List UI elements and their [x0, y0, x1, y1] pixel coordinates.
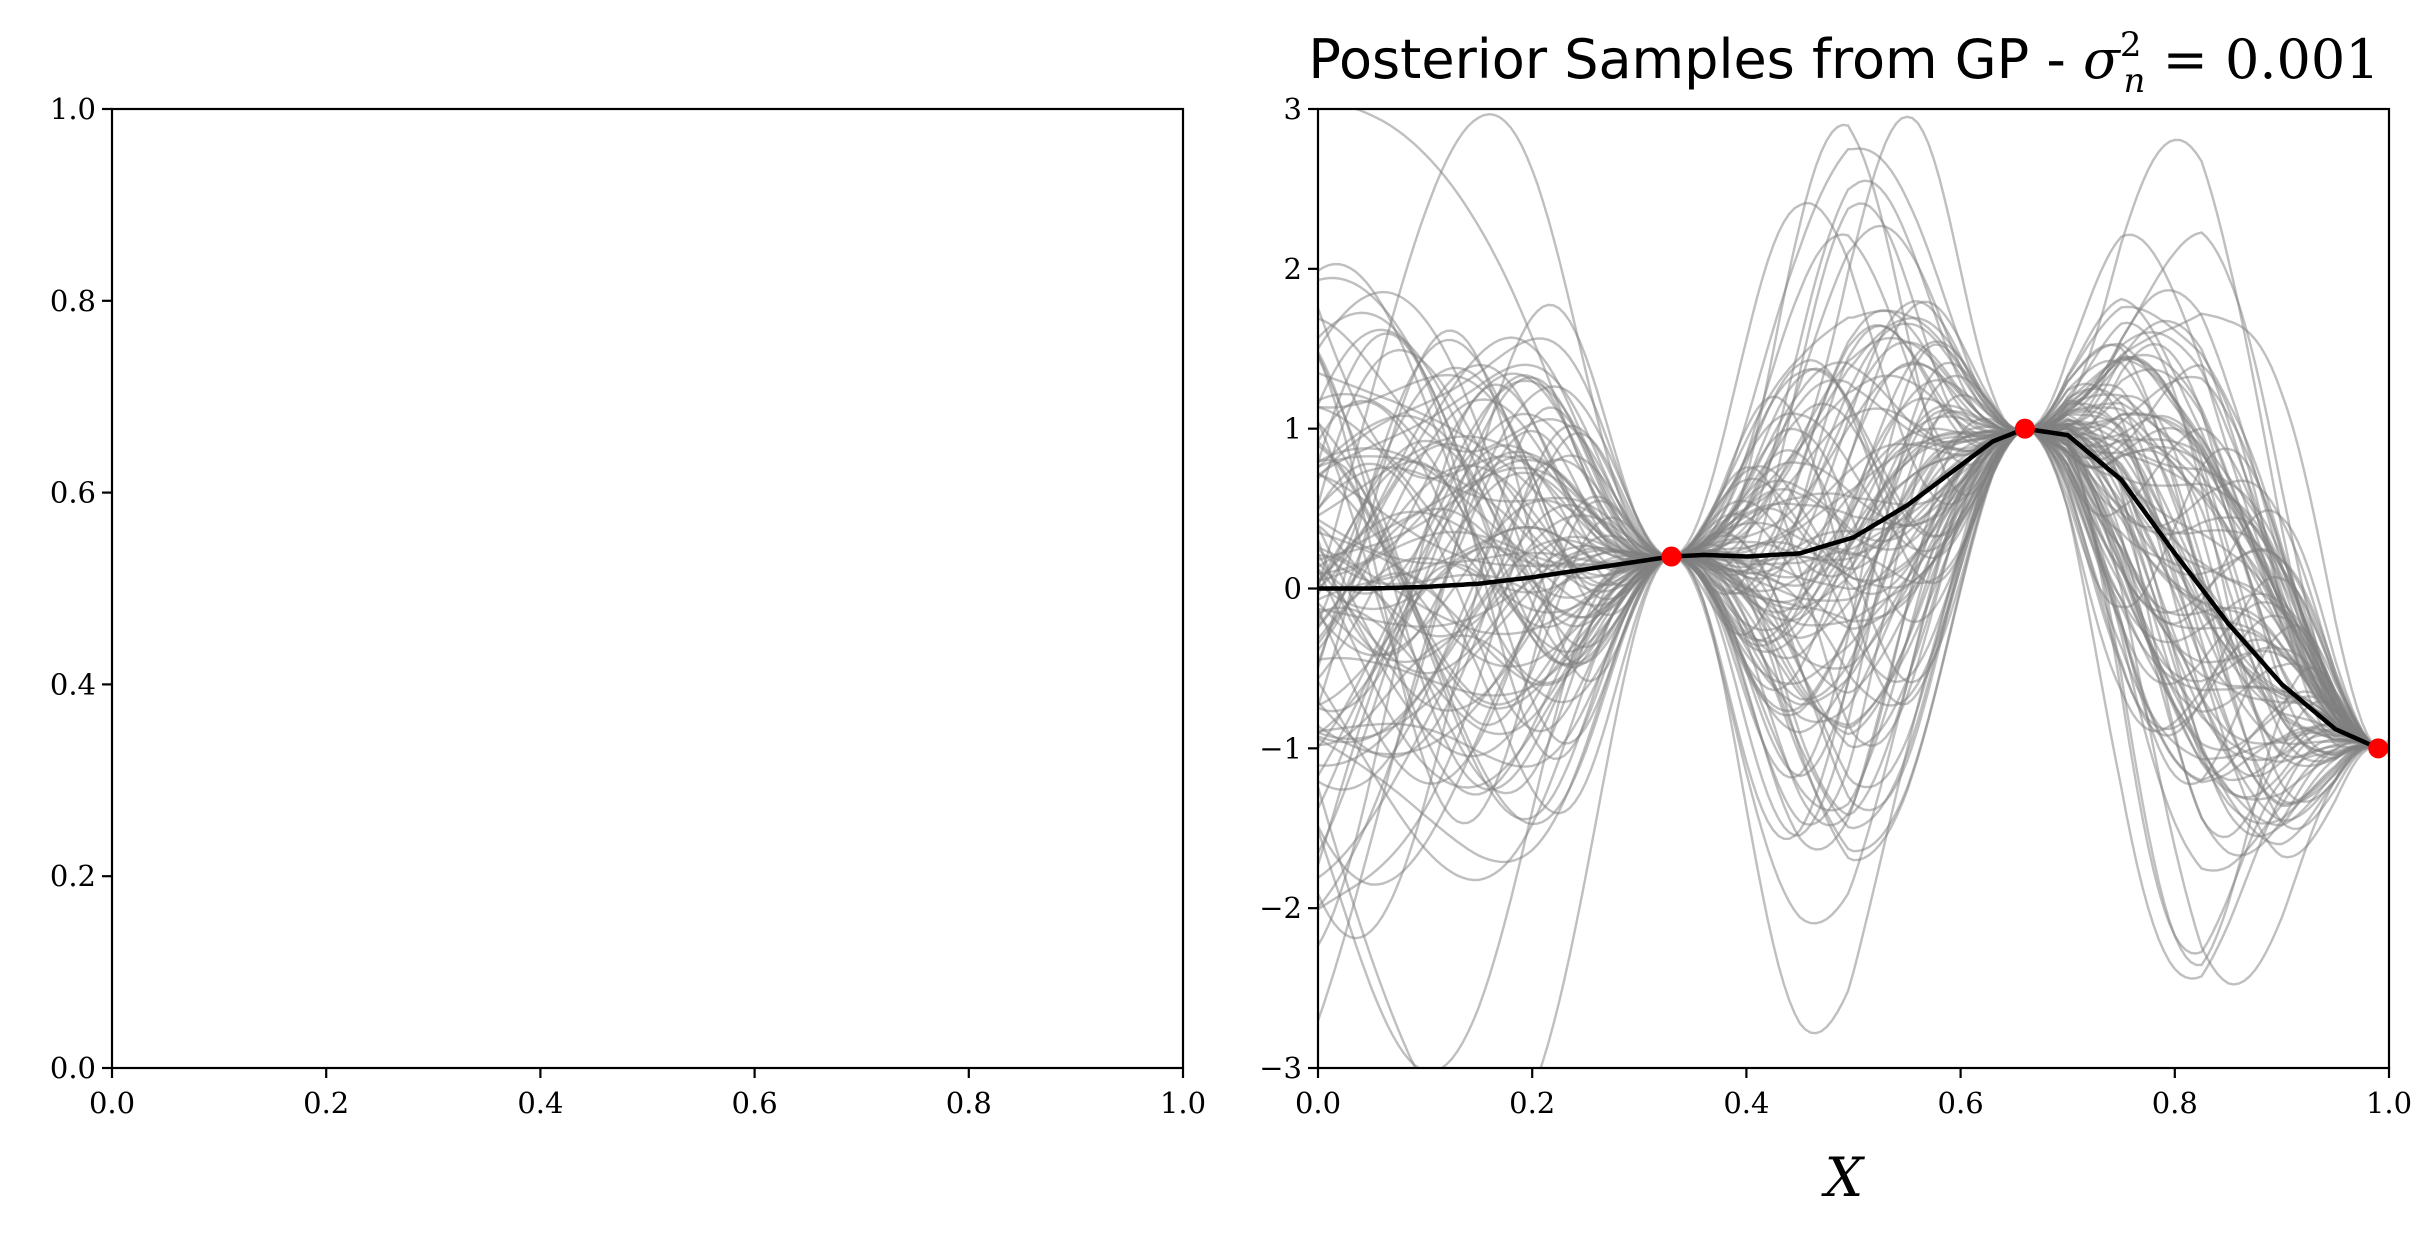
posterior-sample-line: [1318, 324, 2389, 815]
y-tick-label: −2: [1259, 891, 1302, 925]
observation-point: [2014, 418, 2035, 439]
posterior-sample-line: [1318, 312, 2389, 1068]
chart-title-superscript: 2: [2120, 25, 2142, 65]
posterior-sample-line: [1318, 404, 2389, 750]
x-tick-label: 1.0: [2366, 1086, 2412, 1120]
y-tick-label: 0.2: [50, 859, 96, 893]
posterior-sample-line: [1318, 424, 2389, 759]
x-tick-label: 0.0: [1295, 1086, 1341, 1120]
y-tick-label: −3: [1259, 1051, 1302, 1085]
posterior-sample-line: [1318, 336, 2389, 857]
posterior-sample-line: [1318, 290, 2389, 750]
y-tick-label: 0.8: [50, 284, 96, 318]
x-axis-label: X: [1821, 1146, 1866, 1209]
chart-title: Posterior Samples from GP - σ2 n = 0.001: [1308, 25, 2379, 101]
y-tick-label: 0.6: [50, 476, 96, 510]
y-tick-label: 2: [1284, 252, 1302, 286]
observation-points: [1661, 418, 2389, 759]
left-y-ticks: 0.0 0.2 0.4 0.6 0.8 1.0: [50, 92, 112, 1085]
x-tick-label: 1.0: [1160, 1086, 1206, 1120]
posterior-sample-line: [1318, 427, 2389, 762]
chart-title-relation: =: [2145, 28, 2225, 91]
y-tick-label: 0: [1284, 572, 1302, 606]
right-x-ticks: 0.0 0.2 0.4 0.6 0.8 1.0: [1295, 1068, 2412, 1120]
y-tick-label: 0.0: [50, 1051, 96, 1085]
observation-point: [1661, 546, 1682, 567]
posterior-sample-line: [1318, 372, 2389, 784]
posterior-sample-line: [1318, 373, 2389, 840]
posterior-sample-line: [1318, 368, 2389, 866]
posterior-sample-line: [1318, 427, 2389, 750]
left-axes-frame: [110, 107, 1185, 1070]
x-tick-label: 0.2: [1509, 1086, 1555, 1120]
right-axes-frame: [1316, 107, 2391, 1070]
posterior-sample-line: [1318, 427, 2389, 750]
x-tick-label: 0.4: [517, 1086, 563, 1120]
posterior-sample-line: [1318, 427, 2389, 791]
posterior-sample-line: [1318, 307, 2389, 1035]
posterior-samples: [1318, 109, 2389, 1068]
chart-title-text: Posterior Samples from GP -: [1308, 28, 2083, 91]
right-axes: 0.0 0.2 0.4 0.6 0.8 1.0 −3 −2 −1 0 1 2 3 Posterior …: [1259, 25, 2412, 1209]
posterior-sample-line: [1318, 297, 2389, 1068]
chart-title-sigma: σ: [2083, 28, 2122, 91]
chart-title-subscript: n: [2124, 61, 2146, 101]
y-tick-label: 1: [1284, 412, 1302, 446]
posterior-sample-line: [1318, 355, 2389, 750]
x-tick-label: 0.8: [2152, 1086, 2198, 1120]
posterior-sample-line: [1318, 354, 2389, 826]
x-tick-label: 0.2: [303, 1086, 349, 1120]
posterior-sample-line: [1318, 336, 2389, 801]
chart-title-value: 0.001: [2225, 28, 2380, 91]
x-tick-label: 0.6: [1938, 1086, 1984, 1120]
posterior-sample-line: [1318, 337, 2389, 986]
posterior-sample-line: [1318, 409, 2389, 778]
posterior-sample-line: [1318, 401, 2389, 750]
left-axes: 0.0 0.2 0.4 0.6 0.8 1.0 0.0 0.2 0.4 0.6 0.8 1.0: [50, 92, 1206, 1120]
observation-point: [2368, 738, 2389, 759]
posterior-sample-line: [1318, 414, 2389, 751]
posterior-sample-line: [1318, 394, 2389, 759]
y-tick-label: 1.0: [50, 92, 96, 126]
posterior-sample-line: [1318, 309, 2389, 751]
posterior-sample-line: [1318, 115, 2389, 955]
right-y-ticks: −3 −2 −1 0 1 2 3: [1259, 92, 1318, 1085]
posterior-sample-line: [1318, 338, 2389, 763]
x-tick-label: 0.8: [946, 1086, 992, 1120]
posterior-mean-line: [1318, 426, 2389, 751]
x-tick-label: 0.4: [1723, 1086, 1769, 1120]
posterior-sample-line: [1318, 123, 2389, 750]
posterior-sample-line: [1318, 406, 2389, 750]
y-tick-label: 3: [1284, 92, 1302, 126]
posterior-sample-line: [1318, 147, 2389, 879]
posterior-sample-line: [1318, 332, 2389, 799]
y-tick-label: −1: [1259, 731, 1302, 765]
posterior-sample-line: [1318, 363, 2389, 862]
posterior-sample-line: [1318, 361, 2389, 750]
posterior-sample-line: [1352, 109, 2389, 853]
posterior-sample-line: [1318, 427, 2389, 750]
x-tick-label: 0.0: [89, 1086, 135, 1120]
left-x-ticks: 0.0 0.2 0.4 0.6 0.8 1.0: [89, 1068, 1206, 1120]
y-tick-label: 0.4: [50, 667, 96, 701]
posterior-sample-line: [1318, 341, 2389, 750]
posterior-sample-line: [1318, 299, 2389, 751]
posterior-sample-line: [1318, 138, 2389, 789]
x-tick-label: 0.6: [732, 1086, 778, 1120]
